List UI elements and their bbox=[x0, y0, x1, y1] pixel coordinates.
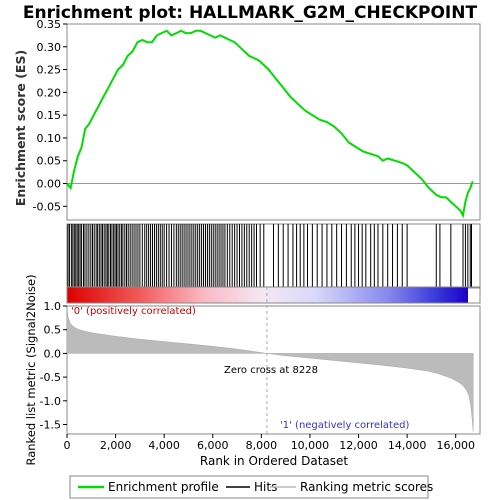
color-bar-strip bbox=[67, 287, 468, 303]
x-tick-label: 0 bbox=[64, 439, 71, 452]
legend-profile-label: Enrichment profile bbox=[108, 480, 219, 494]
x-tick-label: 6,000 bbox=[197, 439, 229, 452]
enrichment-panel: 0.35 0.30 0.25 0.20 0.15 0.10 0.05 0.00 -0.05 En… bbox=[13, 18, 481, 221]
metric-y-axis-label: Ranked list metric (Signal2Noise) bbox=[24, 274, 38, 465]
es-y-tick-label: 0.35 bbox=[37, 18, 62, 31]
es-y-tick-label: 0.15 bbox=[37, 109, 62, 122]
es-y-tick-label: 0.00 bbox=[37, 178, 62, 191]
es-y-tick-label: 0.25 bbox=[37, 64, 62, 77]
chart-title: Enrichment plot: HALLMARK_G2M_CHECKPOINT bbox=[23, 3, 478, 23]
zero-cross-label: Zero cross at 8228 bbox=[224, 365, 318, 376]
x-tick-label: 16,000 bbox=[436, 439, 475, 452]
legend-metric-label: Ranking metric scores bbox=[300, 480, 433, 494]
metric-y-tick-label: -1.0 bbox=[40, 395, 61, 408]
color-bar-frame bbox=[66, 286, 481, 304]
enrichment-plot-frame bbox=[66, 23, 481, 221]
metric-y-tick-label: 1.0 bbox=[44, 300, 62, 313]
metric-y-tick-label: -0.5 bbox=[40, 371, 61, 384]
es-y-tick-label: -0.05 bbox=[33, 200, 61, 213]
correlation-color-bar bbox=[66, 286, 481, 304]
hits-panel bbox=[66, 223, 481, 289]
es-y-axis-label: Enrichment score (ES) bbox=[13, 50, 28, 206]
metric-y-tick-label: 0.0 bbox=[44, 347, 62, 360]
x-tick-label: 8,000 bbox=[246, 439, 278, 452]
metric-y-tick-label: -1.5 bbox=[40, 419, 61, 432]
enrichment-profile-line bbox=[66, 29, 474, 219]
x-tick-label: 2,000 bbox=[100, 439, 132, 452]
x-tick-label: 14,000 bbox=[388, 439, 427, 452]
x-tick-label: 12,000 bbox=[339, 439, 378, 452]
es-y-tick-label: 0.10 bbox=[37, 132, 62, 145]
hit-markers bbox=[67, 224, 472, 287]
metric-y-tick-label: 0.5 bbox=[44, 324, 62, 337]
ranking-metric-area bbox=[66, 308, 474, 432]
ranked-metric-panel: 1.0 0.5 0.0 -0.5 -1.0 -1.5 '0' (positively co… bbox=[24, 274, 481, 466]
es-y-tick-label: 0.20 bbox=[37, 86, 62, 99]
x-axis: 0 2,000 4,000 6,000 8,000 10,000 12,000 14,000 1… bbox=[64, 434, 475, 452]
x-tick-label: 10,000 bbox=[291, 439, 330, 452]
positive-correlation-label: '0' (positively correlated) bbox=[71, 306, 196, 317]
negative-correlation-label: '1' (negatively correlated) bbox=[280, 420, 409, 431]
ranked-metric-frame bbox=[66, 305, 481, 435]
es-y-tick-label: 0.05 bbox=[37, 155, 62, 168]
x-axis-label: Rank in Ordered Dataset bbox=[200, 454, 348, 468]
legend: Enrichment profile Hits Ranking metric s… bbox=[69, 475, 433, 499]
legend-hits-label: Hits bbox=[254, 480, 277, 494]
es-y-axis: 0.35 0.30 0.25 0.20 0.15 0.10 0.05 0.00 -0.05 bbox=[33, 18, 67, 213]
es-y-tick-label: 0.30 bbox=[37, 41, 62, 54]
metric-y-axis: 1.0 0.5 0.0 -0.5 -1.0 -1.5 bbox=[40, 300, 67, 432]
x-tick-label: 4,000 bbox=[148, 439, 180, 452]
